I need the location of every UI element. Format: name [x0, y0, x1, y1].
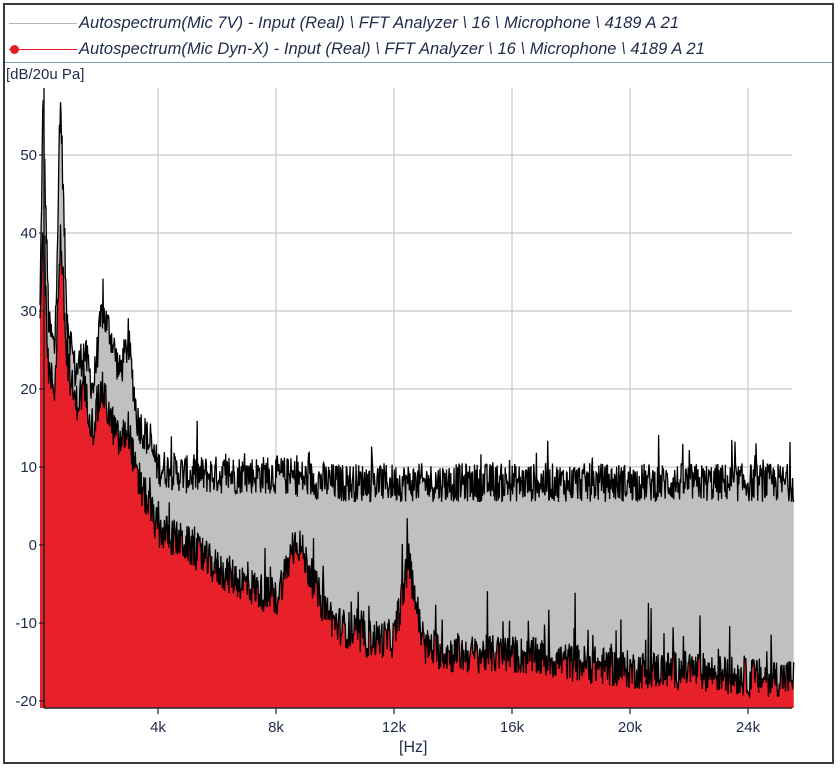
x-tick-label: 16k [500, 719, 525, 736]
x-axis-unit: [Hz] [399, 739, 428, 756]
legend-item-mic-dyn-x[interactable]: Autospectrum(Mic Dyn-X) - Input (Real) \… [5, 37, 705, 61]
x-tick-label: 12k [382, 719, 407, 736]
x-tick-label: 20k [618, 719, 643, 736]
x-tick-label: 4k [150, 719, 166, 736]
legend-dot-line-icon [5, 39, 79, 59]
axes: -20 -10 0 10 20 30 40 50 4k 8k 12k 16k 20k 24k [15, 88, 792, 736]
y-tick-label: -20 [15, 693, 37, 710]
x-tick-label: 24k [736, 719, 761, 736]
x-tick-label: 8k [268, 719, 284, 736]
y-tick-label: 20 [20, 381, 37, 398]
y-tick-label: -10 [15, 615, 37, 632]
legend-label: Autospectrum(Mic 7V) - Input (Real) \ FF… [79, 13, 680, 32]
legend-item-mic-7v[interactable]: Autospectrum(Mic 7V) - Input (Real) \ FF… [5, 11, 679, 35]
legend-line-icon [5, 13, 79, 33]
y-tick-label: 0 [29, 537, 37, 554]
legend: Autospectrum(Mic 7V) - Input (Real) \ FF… [5, 5, 832, 63]
y-tick-label: 50 [20, 147, 37, 164]
legend-label: Autospectrum(Mic Dyn-X) - Input (Real) \… [79, 39, 705, 58]
series-layer [39, 99, 795, 708]
y-axis-unit: [dB/20u Pa] [6, 66, 85, 83]
y-tick-label: 10 [20, 459, 37, 476]
grid [44, 88, 792, 708]
y-tick-label: 30 [20, 303, 37, 320]
y-tick-label: 40 [20, 225, 37, 242]
